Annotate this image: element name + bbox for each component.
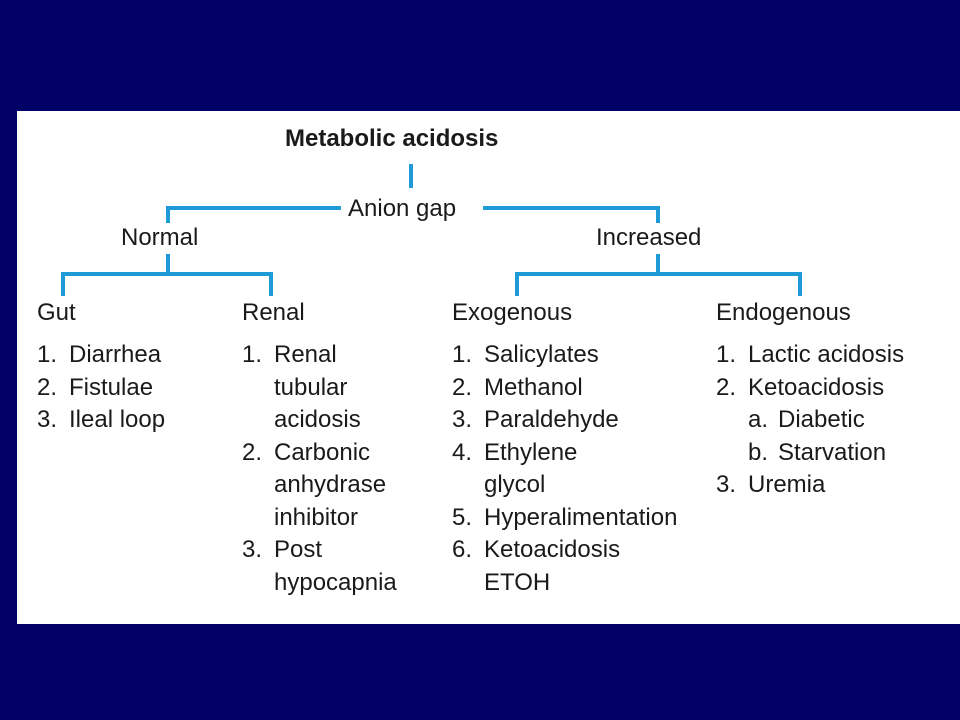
normal-label: Normal	[121, 224, 199, 251]
sub-item-letter: a.	[748, 406, 769, 433]
exogenous-heading: Exogenous	[452, 299, 573, 326]
item-text: Hyperalimentation	[484, 503, 678, 531]
gut-heading: Gut	[37, 299, 76, 326]
item-number: 6.	[452, 536, 473, 563]
sub-item: a. Diabetic	[748, 404, 904, 437]
diagram-title: Metabolic acidosis	[285, 125, 499, 152]
list-item: 3. Paraldehyde	[452, 404, 677, 437]
item-number: 2.	[716, 373, 737, 401]
list-item: 1. Diarrhea	[37, 339, 165, 372]
item-number: 1.	[242, 341, 263, 368]
item-text: Ketoacidosis	[484, 536, 621, 563]
item-number: 3.	[242, 536, 263, 563]
item-text: hypocapnia	[274, 568, 397, 596]
renal-heading: Renal	[242, 299, 305, 326]
item-number: 3.	[37, 406, 58, 433]
item-text: Ketoacidosis	[748, 373, 885, 401]
exogenous-list: 1. Salicylates 2. Methanol 3. Paraldehyde 4…	[452, 339, 677, 599]
item-text: Post	[274, 536, 323, 563]
list-item: 2. Methanol	[452, 372, 677, 405]
connector-lines	[61, 164, 802, 296]
item-number: 2.	[242, 438, 263, 466]
sub-item: b. Starvation	[748, 437, 904, 470]
list-item: 6. Ketoacidosis ETOH	[452, 534, 677, 599]
item-text: acidosis	[274, 406, 361, 433]
list-item: 1. Salicylates	[452, 339, 677, 372]
list-item: 2. Ketoacidosis a. Diabetic b. Starvation	[716, 372, 904, 470]
gut-list: 1. Diarrhea 2. Fistulae 3. Ileal loop	[37, 339, 165, 437]
item-text: Fistulae	[69, 373, 154, 401]
item-number: 4.	[452, 438, 473, 466]
increased-label: Increased	[596, 224, 702, 251]
renal-list: 1. Renal tubular acidosis 2. Carbonic anhydra…	[242, 339, 397, 599]
endogenous-list: 1. Lactic acidosis 2. Ketoacidosis a. Diabet…	[716, 339, 904, 502]
diagram-panel: Metabolic acidosis Anion gap Normal Incr…	[17, 111, 960, 624]
list-item: 2. Fistulae	[37, 372, 165, 405]
item-number: 2.	[452, 373, 473, 401]
item-text: Lactic acidosis	[748, 341, 905, 368]
list-item: 1. Renal tubular acidosis	[242, 339, 397, 437]
item-number: 1.	[716, 341, 737, 368]
list-item: 2. Carbonic anhydrase inhibitor	[242, 437, 397, 535]
list-item: 4. Ethylene glycol	[452, 437, 677, 502]
item-number: 2.	[37, 373, 58, 401]
item-text: inhibitor	[274, 503, 359, 531]
item-number: 3.	[452, 406, 473, 433]
item-text: Methanol	[484, 373, 583, 401]
item-text: Ileal loop	[69, 406, 166, 433]
sub-item-text: Starvation	[778, 438, 887, 466]
item-number: 1.	[452, 341, 473, 368]
item-text: Salicylates	[484, 341, 599, 368]
item-text: Paraldehyde	[484, 406, 619, 433]
item-text: tubular	[274, 373, 348, 401]
anion-gap-label: Anion gap	[348, 195, 457, 222]
item-number: 3.	[716, 471, 737, 498]
item-text: Renal	[274, 341, 337, 368]
sub-item-letter: b.	[748, 438, 769, 466]
item-number: 1.	[37, 341, 58, 368]
list-item: 3. Ileal loop	[37, 404, 165, 437]
list-item: 3. Uremia	[716, 469, 904, 502]
item-text: Carbonic	[274, 438, 371, 466]
sub-item-text: Diabetic	[778, 406, 865, 433]
item-text: glycol	[484, 471, 546, 498]
item-text: Ethylene	[484, 438, 578, 466]
item-number: 5.	[452, 503, 473, 531]
item-text: ETOH	[484, 568, 551, 596]
list-item: 5. Hyperalimentation	[452, 502, 677, 535]
list-item: 3. Post hypocapnia	[242, 534, 397, 599]
endogenous-heading: Endogenous	[716, 299, 851, 326]
item-text: Uremia	[748, 471, 826, 498]
item-text: Diarrhea	[69, 341, 162, 368]
item-text: anhydrase	[274, 471, 387, 498]
list-item: 1. Lactic acidosis	[716, 339, 904, 372]
